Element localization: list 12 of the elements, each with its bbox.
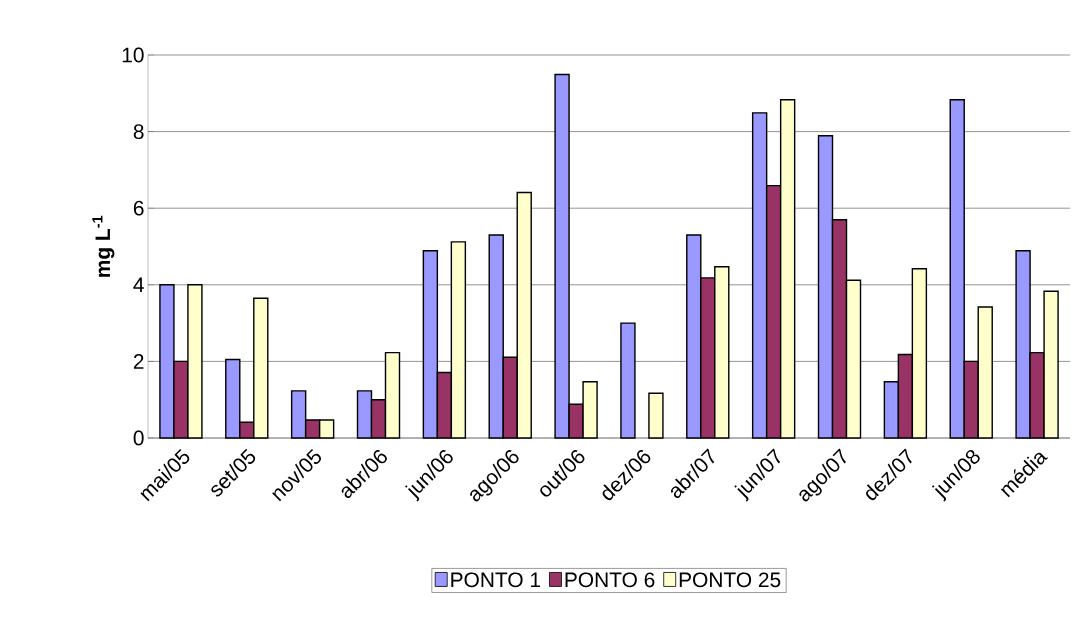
- legend-label: PONTO 1: [451, 572, 541, 588]
- y-tick-label: 8: [133, 124, 144, 139]
- y-tick-label: 2: [133, 354, 144, 369]
- legend-label: PONTO 6: [565, 572, 655, 588]
- y-tick-label: 0: [133, 430, 144, 446]
- y-tick-label: 6: [133, 200, 144, 216]
- y-axis-title: mg L$^{-1}$: [92, 215, 115, 277]
- bar: [648, 392, 664, 439]
- bar: [620, 322, 636, 439]
- y-tick-label: 4: [133, 277, 144, 292]
- y-tick-label: 10: [122, 47, 144, 63]
- legend-label: PONTO 25: [679, 572, 781, 588]
